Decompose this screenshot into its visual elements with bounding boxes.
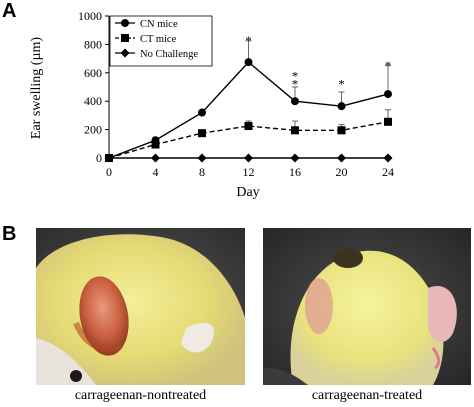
y-tick-label: 400 [84, 94, 102, 108]
x-tick-label: 0 [106, 165, 112, 179]
y-tick-label: 800 [84, 37, 102, 51]
data-point [151, 140, 160, 149]
caption-treated: carrageenan-treated [311, 388, 423, 403]
mouse-photo-treated [263, 228, 471, 385]
data-point [244, 58, 253, 67]
y-tick-label: 200 [84, 123, 102, 137]
panel-label-a: A [2, 0, 17, 22]
x-tick-label: 16 [289, 165, 301, 179]
data-point [337, 153, 346, 163]
data-point [384, 117, 392, 126]
y-tick-label: 600 [84, 66, 102, 80]
x-tick-label: 8 [199, 165, 205, 179]
data-point [384, 90, 392, 99]
significance-marker: * [338, 76, 345, 91]
caption-nontreated: carrageenan-nontreated [74, 388, 207, 403]
data-point [337, 126, 346, 135]
x-tick-label: 4 [153, 165, 159, 179]
data-point [151, 153, 160, 163]
photo-carrageenan-nontreated [36, 228, 245, 385]
mouse-photo-nontreated [36, 228, 245, 385]
y-axis-label: Ear swelling (µm) [29, 37, 44, 139]
significance-marker: * [385, 58, 392, 73]
significance-marker: * [292, 76, 299, 91]
y-tick-label: 1000 [78, 9, 102, 23]
x-axis-label: Day [236, 185, 259, 200]
data-point [290, 153, 300, 163]
legend-label: CT mice [140, 34, 177, 45]
series-line [108, 61, 389, 159]
x-tick-label: 24 [382, 165, 394, 179]
photo-carrageenan-treated [263, 228, 471, 385]
legend-label: No Challenge [140, 49, 198, 60]
significance-marker: * [292, 69, 299, 84]
legend-label: CN mice [140, 19, 178, 30]
data-point [291, 97, 299, 106]
legend-marker [120, 48, 130, 58]
data-point [198, 129, 206, 138]
data-point [383, 153, 393, 163]
x-tick-label: 12 [243, 165, 255, 179]
legend-marker [121, 19, 129, 27]
significance-marker: * [245, 33, 252, 48]
x-tick-label: 20 [336, 165, 348, 179]
data-point [337, 102, 346, 111]
data-point [197, 153, 207, 163]
panel-label-b: B [2, 223, 17, 245]
legend-marker [121, 34, 129, 42]
data-point [244, 122, 253, 131]
y-tick-label: 0 [96, 151, 102, 165]
data-point [244, 153, 253, 163]
data-point [291, 126, 299, 135]
data-point [104, 153, 114, 163]
data-point [198, 108, 206, 117]
